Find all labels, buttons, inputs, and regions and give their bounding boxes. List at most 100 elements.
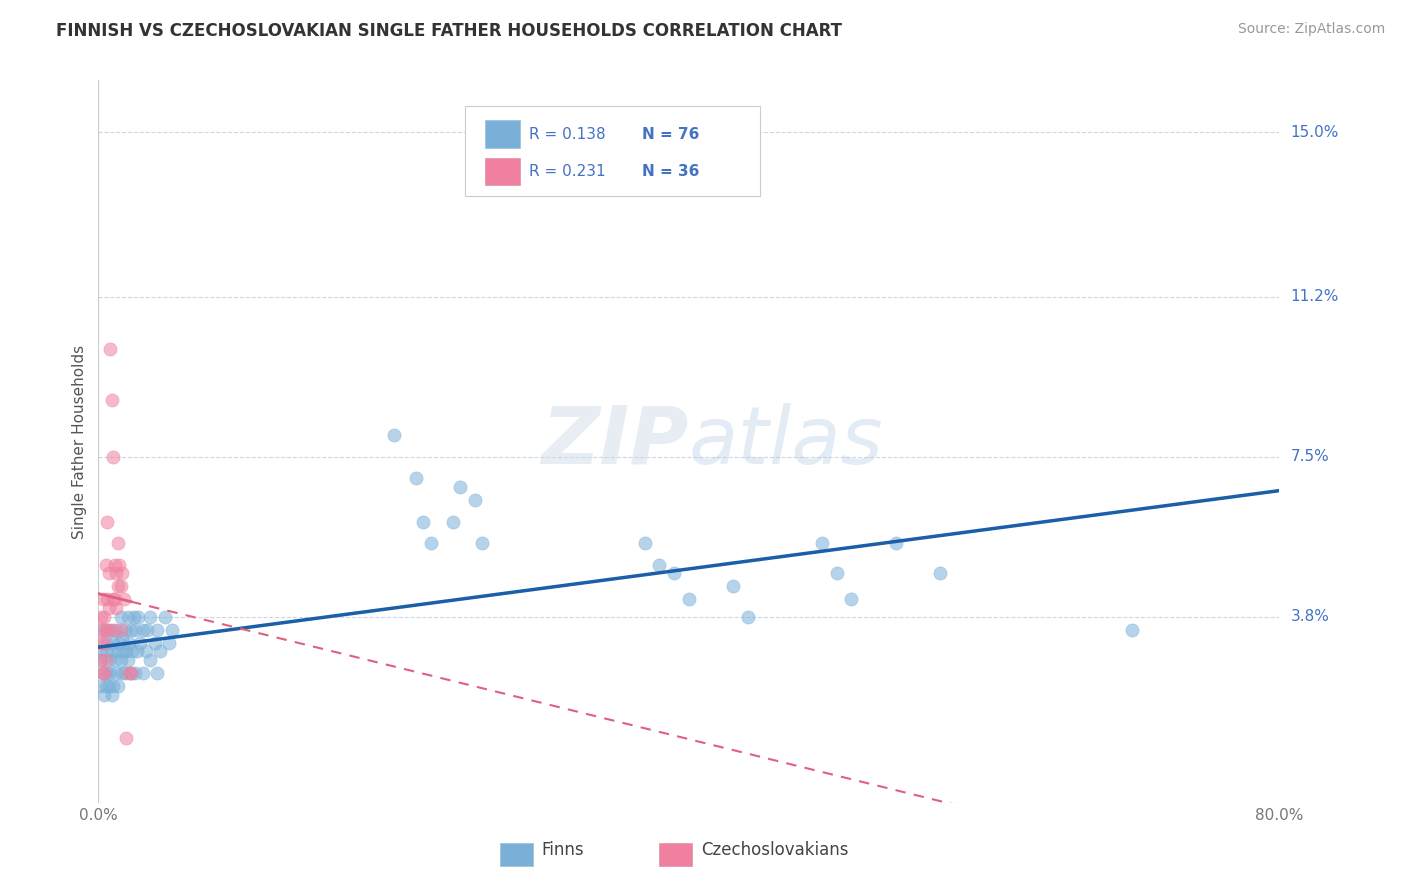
Point <box>91 623 114 637</box>
Point <box>678 592 700 607</box>
Point <box>149 644 172 658</box>
Point <box>96 636 118 650</box>
Point <box>89 644 111 658</box>
Point <box>382 428 405 442</box>
Point <box>100 688 122 702</box>
Point <box>110 579 132 593</box>
Point <box>884 536 907 550</box>
Point <box>103 636 125 650</box>
Point <box>93 636 115 650</box>
Point <box>94 558 117 572</box>
Point <box>93 665 115 680</box>
Point <box>114 665 136 680</box>
Point <box>93 688 115 702</box>
Point <box>107 644 129 658</box>
FancyBboxPatch shape <box>501 843 533 866</box>
Point <box>128 636 150 650</box>
Text: ZIP: ZIP <box>541 402 689 481</box>
Text: N = 36: N = 36 <box>641 164 699 179</box>
Point <box>405 471 427 485</box>
Point <box>107 679 129 693</box>
Point <box>412 515 434 529</box>
Point <box>136 623 159 637</box>
Point <box>91 665 114 680</box>
Point <box>91 592 114 607</box>
Point <box>120 623 142 637</box>
Point <box>107 579 129 593</box>
Point <box>90 653 112 667</box>
Point <box>90 609 112 624</box>
Point <box>157 636 180 650</box>
Y-axis label: Single Father Households: Single Father Households <box>72 344 87 539</box>
Point <box>96 665 118 680</box>
Point <box>94 623 117 637</box>
FancyBboxPatch shape <box>485 120 520 148</box>
Point <box>89 653 111 667</box>
Point <box>98 342 121 356</box>
Point <box>91 665 114 680</box>
Point <box>97 601 120 615</box>
Point <box>97 566 120 581</box>
FancyBboxPatch shape <box>485 158 520 186</box>
Point <box>122 609 145 624</box>
Text: 11.2%: 11.2% <box>1291 289 1339 304</box>
Point <box>723 579 745 593</box>
FancyBboxPatch shape <box>464 105 759 196</box>
Point <box>115 644 138 658</box>
Point <box>103 623 125 637</box>
Point <box>464 492 486 507</box>
Point <box>117 609 139 624</box>
Point <box>103 450 125 464</box>
Point <box>105 665 128 680</box>
Text: Source: ZipAtlas.com: Source: ZipAtlas.com <box>1237 22 1385 37</box>
Point <box>97 653 120 667</box>
Point <box>121 644 143 658</box>
Text: FINNISH VS CZECHOSLOVAKIAN SINGLE FATHER HOUSEHOLDS CORRELATION CHART: FINNISH VS CZECHOSLOVAKIAN SINGLE FATHER… <box>56 22 842 40</box>
Point <box>103 679 125 693</box>
Point <box>98 623 121 637</box>
Point <box>146 665 169 680</box>
Point <box>115 731 138 745</box>
Point <box>90 679 112 693</box>
Point <box>1121 623 1143 637</box>
Point <box>125 644 148 658</box>
Point <box>449 480 471 494</box>
Point <box>96 515 118 529</box>
Point <box>97 679 120 693</box>
Point <box>143 636 166 650</box>
Point <box>124 665 146 680</box>
Point <box>929 566 952 581</box>
Point <box>419 536 441 550</box>
Point <box>120 665 142 680</box>
Point <box>810 536 832 550</box>
Point <box>120 665 142 680</box>
Point <box>139 609 162 624</box>
Point <box>634 536 657 550</box>
Point <box>110 609 132 624</box>
Point <box>648 558 671 572</box>
Point <box>100 393 122 408</box>
Point <box>135 644 157 658</box>
Point <box>153 609 176 624</box>
Point <box>90 636 112 650</box>
Point <box>94 653 117 667</box>
Point <box>132 623 155 637</box>
FancyBboxPatch shape <box>659 843 693 866</box>
Point <box>110 653 132 667</box>
Text: Czechoslovakians: Czechoslovakians <box>700 841 848 859</box>
Point <box>96 623 118 637</box>
Point <box>105 601 128 615</box>
Point <box>471 536 494 550</box>
Point <box>132 665 155 680</box>
Point <box>104 653 127 667</box>
Point <box>664 566 686 581</box>
Point <box>118 636 141 650</box>
Point <box>146 623 169 637</box>
Point <box>108 558 131 572</box>
Point <box>111 632 134 646</box>
Point <box>118 665 141 680</box>
Point <box>127 609 149 624</box>
Point <box>441 515 464 529</box>
Point <box>117 653 139 667</box>
Point <box>841 592 863 607</box>
